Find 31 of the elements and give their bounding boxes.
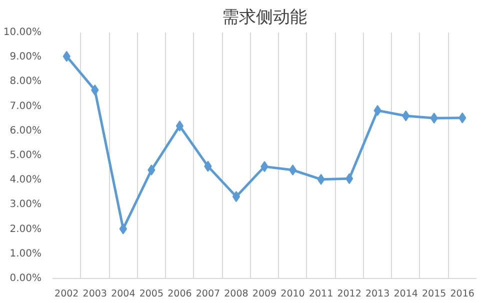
x-tick-label: 2008 xyxy=(224,288,248,300)
x-tick-label: 2003 xyxy=(82,288,107,300)
y-tick-label: 0.00% xyxy=(10,273,42,284)
y-tick-label: 4.00% xyxy=(10,174,42,186)
y-tick-label: 9.00% xyxy=(10,52,42,63)
x-tick-label: 2016 xyxy=(450,288,474,300)
x-tick-label: 2012 xyxy=(337,288,362,300)
y-tick-label: 1.00% xyxy=(10,248,42,260)
x-tick-label: 2005 xyxy=(139,288,164,300)
x-tick-label: 2009 xyxy=(252,288,277,300)
chart-title: 需求侧动能 xyxy=(222,8,307,28)
x-tick-label: 2010 xyxy=(280,288,305,300)
y-tick-label: 10.00% xyxy=(3,27,42,38)
point xyxy=(288,164,297,176)
x-tick-label: 2013 xyxy=(365,288,390,300)
x-tick-label: 2004 xyxy=(111,288,136,300)
x-tick-label: 2011 xyxy=(308,288,334,300)
y-tick-label: 7.00% xyxy=(10,100,42,112)
y-tick-label: 3.00% xyxy=(10,199,42,210)
y-tick-label: 2.00% xyxy=(10,224,42,235)
y-tick-label: 5.00% xyxy=(10,150,42,161)
x-tick-label: 2002 xyxy=(54,288,79,300)
point xyxy=(176,120,184,132)
y-tick-label: 6.00% xyxy=(10,125,42,136)
x-tick-label: 2015 xyxy=(422,288,446,300)
x-tick-label: 2006 xyxy=(168,288,192,300)
point xyxy=(232,191,240,202)
x-tick-label: 2014 xyxy=(394,288,418,300)
point xyxy=(345,173,354,184)
x-tick-label: 2007 xyxy=(196,288,220,300)
y-tick-label: 8.00% xyxy=(10,76,42,88)
